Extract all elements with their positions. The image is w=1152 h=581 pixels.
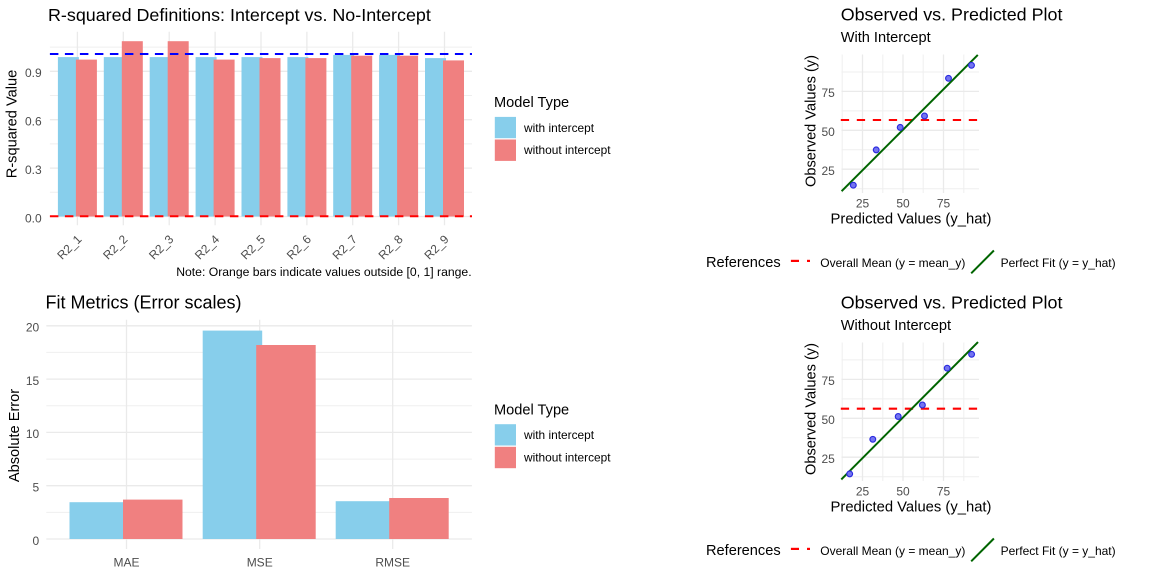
svg-text:MSE: MSE <box>247 555 273 569</box>
svg-text:R-squared Value: R-squared Value <box>5 70 21 178</box>
svg-text:With Intercept: With Intercept <box>841 30 931 46</box>
svg-text:50: 50 <box>821 413 835 427</box>
svg-text:50: 50 <box>821 125 835 139</box>
svg-text:25: 25 <box>821 452 835 466</box>
svg-text:References: References <box>706 543 781 559</box>
svg-text:Predicted Values (y_hat): Predicted Values (y_hat) <box>831 500 992 516</box>
svg-text:20: 20 <box>26 321 40 335</box>
svg-text:75: 75 <box>937 485 951 499</box>
svg-text:Predicted Values (y_hat): Predicted Values (y_hat) <box>831 212 992 228</box>
svg-text:Overall Mean (y = mean_y): Overall Mean (y = mean_y) <box>820 256 965 270</box>
svg-text:without intercept: without intercept <box>523 451 611 465</box>
svg-text:without intercept: without intercept <box>523 143 611 157</box>
svg-text:50: 50 <box>896 485 910 499</box>
svg-text:75: 75 <box>821 86 835 100</box>
svg-text:50: 50 <box>896 197 910 211</box>
svg-text:10: 10 <box>26 427 40 441</box>
svg-text:References: References <box>706 255 781 271</box>
svg-text:Model Type: Model Type <box>494 95 569 111</box>
svg-text:0: 0 <box>33 534 40 548</box>
svg-text:25: 25 <box>821 164 835 178</box>
svg-text:Observed vs. Predicted Plot: Observed vs. Predicted Plot <box>841 5 1063 25</box>
svg-text:0.9: 0.9 <box>25 66 42 80</box>
svg-text:0.3: 0.3 <box>25 163 42 177</box>
svg-text:Model Type: Model Type <box>494 402 569 418</box>
svg-text:25: 25 <box>856 197 870 211</box>
svg-text:25: 25 <box>856 485 870 499</box>
svg-text:Overall Mean (y = mean_y): Overall Mean (y = mean_y) <box>820 544 965 558</box>
svg-text:Perfect Fit (y = y_hat): Perfect Fit (y = y_hat) <box>1001 544 1116 558</box>
svg-text:0.6: 0.6 <box>25 115 42 129</box>
svg-text:5: 5 <box>33 481 40 495</box>
svg-text:75: 75 <box>937 197 951 211</box>
svg-text:Fit Metrics (Error scales): Fit Metrics (Error scales) <box>46 292 242 312</box>
svg-text:R-squared Definitions: Interce: R-squared Definitions: Intercept vs. No-… <box>48 5 431 25</box>
svg-text:MAE: MAE <box>113 555 139 569</box>
svg-text:RMSE: RMSE <box>375 555 410 569</box>
svg-text:Without Intercept: Without Intercept <box>841 318 951 334</box>
svg-text:Note: Orange bars indicate val: Note: Orange bars indicate values outsid… <box>176 265 471 279</box>
svg-text:Observed Values (y): Observed Values (y) <box>803 343 819 475</box>
svg-text:0.0: 0.0 <box>25 211 42 225</box>
svg-text:Observed vs. Predicted Plot: Observed vs. Predicted Plot <box>841 293 1063 313</box>
svg-text:with intercept: with intercept <box>523 121 595 135</box>
svg-text:Observed Values (y): Observed Values (y) <box>803 55 819 187</box>
svg-text:15: 15 <box>26 374 40 388</box>
svg-text:with intercept: with intercept <box>523 428 595 442</box>
svg-text:Absolute Error: Absolute Error <box>7 389 23 482</box>
svg-text:75: 75 <box>821 374 835 388</box>
svg-text:Perfect Fit (y = y_hat): Perfect Fit (y = y_hat) <box>1001 256 1116 270</box>
